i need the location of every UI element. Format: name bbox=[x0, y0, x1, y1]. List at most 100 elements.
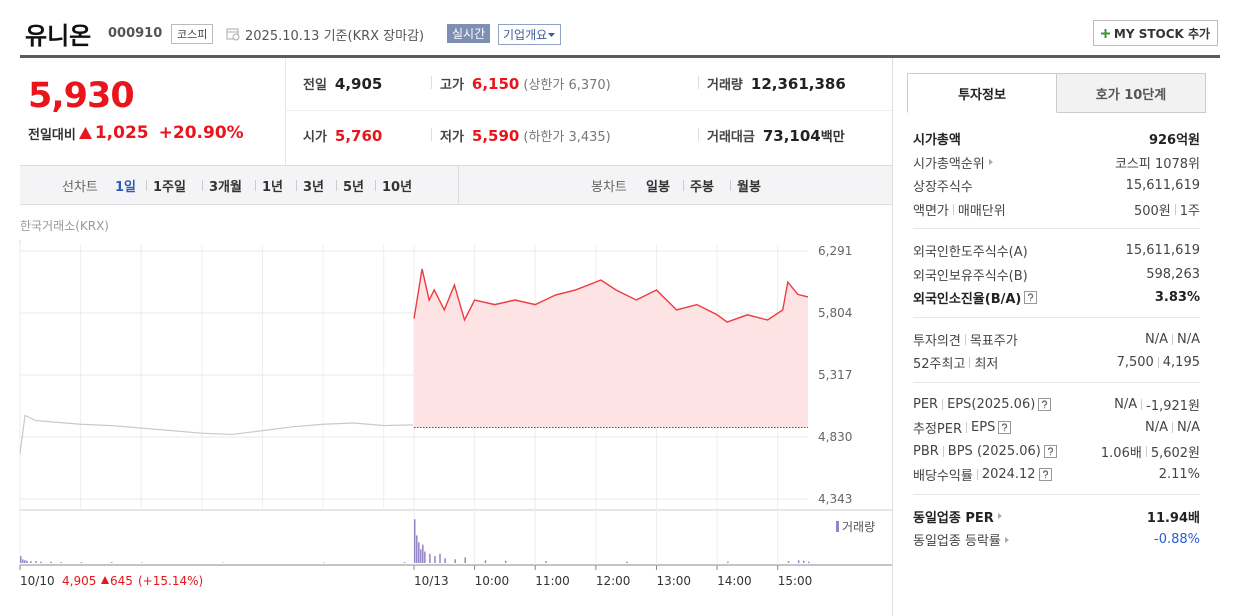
x-tick-label: 14:00 bbox=[717, 574, 752, 588]
info-row: 추정PER EPS N/A N/A bbox=[913, 416, 1200, 440]
info-value: 598,263 bbox=[1146, 267, 1200, 282]
info-value: 15,611,619 bbox=[1126, 243, 1200, 258]
sidebar-tabs: 투자정보 호가 10단계 bbox=[907, 73, 1206, 113]
row-divider bbox=[285, 110, 892, 111]
info-value: N/A -1,921원 bbox=[1114, 395, 1200, 414]
y-tick-label: 5,804 bbox=[818, 306, 852, 320]
value-part: -1,921원 bbox=[1146, 398, 1200, 414]
value-part: N/A bbox=[1145, 331, 1168, 347]
help-icon bbox=[998, 421, 1012, 435]
change-label: 전일대비 bbox=[28, 127, 76, 143]
candle-tab[interactable]: 월봉 bbox=[737, 180, 761, 195]
info-group: PER EPS(2025.06) N/A -1,921원 추정PER EPS N/A N/A P… bbox=[913, 393, 1200, 495]
value-part: 4,195 bbox=[1162, 355, 1200, 371]
period-tab[interactable]: 1년 bbox=[262, 180, 284, 195]
stock-code: 000910 bbox=[108, 26, 163, 41]
mystock-button[interactable]: MY STOCK 추가 bbox=[1093, 20, 1218, 46]
sidebar-tab[interactable]: 투자정보 bbox=[907, 73, 1057, 113]
info-label: 추정PER EPS bbox=[913, 418, 1012, 437]
period-tab[interactable]: 1주일 bbox=[153, 180, 186, 195]
info-value: N/A N/A bbox=[1145, 420, 1200, 435]
volume-bar bbox=[727, 561, 729, 563]
quote-cell: 거래대금 73,104 백만 bbox=[698, 126, 845, 145]
info-label: 52주최고 최저 bbox=[913, 353, 998, 372]
label-separator bbox=[976, 469, 978, 481]
period-tab[interactable]: 1일 bbox=[115, 180, 137, 195]
volume-bar bbox=[787, 561, 790, 563]
help-box bbox=[1024, 291, 1038, 305]
toolbar-divider bbox=[458, 166, 459, 204]
quote-label: 저가 bbox=[440, 130, 464, 145]
quote-value: 5,590 bbox=[471, 127, 520, 145]
x-tick-label: 10/13 bbox=[414, 574, 449, 588]
value-part: N/A bbox=[1145, 420, 1168, 436]
arrow bbox=[997, 513, 1002, 520]
value-separator bbox=[1174, 203, 1176, 215]
left-panel bbox=[20, 58, 893, 616]
info-value: 926억원 bbox=[1149, 129, 1200, 148]
volume-bar bbox=[50, 561, 52, 563]
value-part: N/A bbox=[1177, 331, 1200, 347]
value-part: 15,611,619 bbox=[1125, 243, 1200, 259]
quote-label: 시가 bbox=[303, 130, 327, 145]
sidebar-info: 시가총액 926억원 시가총액순위 코스피 1078위 상장주식수 15,611,619 액… bbox=[907, 127, 1206, 569]
candle-tab[interactable]: 일봉 bbox=[646, 180, 670, 195]
volume-bar bbox=[464, 557, 467, 563]
quote-cell: 고가 6,150 (상한가 6,370) bbox=[431, 74, 611, 93]
label-part: 외국인한도주식수(A) bbox=[913, 245, 1028, 261]
value-part: 1주 bbox=[1179, 203, 1200, 219]
label-part: BPS (2025.06) bbox=[947, 443, 1041, 459]
x-tick-label: 15:00 bbox=[778, 574, 813, 588]
candle-tab[interactable]: 주봉 bbox=[690, 180, 714, 195]
help-icon bbox=[1038, 397, 1052, 411]
label-part: 액면가 bbox=[913, 203, 949, 219]
help-icon bbox=[1043, 444, 1057, 458]
info-row: 외국인소진율(B/A) 3.83% bbox=[913, 286, 1200, 310]
date-line: 2025.10.13 기준(KRX 장마감) bbox=[245, 25, 424, 44]
volume-bar bbox=[808, 561, 810, 563]
value-part: 1.06배 bbox=[1100, 445, 1142, 461]
period-separator bbox=[296, 180, 297, 191]
label-part: 최저 bbox=[974, 357, 999, 373]
up-arrow bbox=[101, 576, 109, 584]
period-tab[interactable]: 3년 bbox=[303, 180, 325, 195]
info-group: 동일업종 PER 11.94배 동일업종 등락률 -0.88% bbox=[913, 505, 1200, 559]
value-part: 15,611,619 bbox=[1125, 178, 1200, 194]
info-row: 동일업종 등락률 -0.88% bbox=[913, 528, 1200, 552]
label-separator bbox=[969, 357, 971, 369]
cell-separator bbox=[431, 128, 432, 141]
change: 1,025 bbox=[94, 123, 149, 143]
quote-note: (하한가 3,435) bbox=[523, 130, 611, 145]
info-row: 동일업종 PER 11.94배 bbox=[913, 505, 1200, 529]
x-tick-label: 11:00 bbox=[535, 574, 570, 588]
plus-icon bbox=[1100, 28, 1110, 38]
overview-button[interactable]: 기업개요 bbox=[498, 24, 562, 45]
cell-separator bbox=[698, 128, 699, 141]
basis: 기준(KRX 장마감) bbox=[323, 29, 425, 44]
info-row: 외국인보유주식수(B) 598,263 bbox=[913, 263, 1200, 287]
volume-bar bbox=[35, 561, 37, 563]
info-value: 500원 1주 bbox=[1134, 200, 1200, 219]
info-group: 시가총액 926억원 시가총액순위 코스피 1078위 상장주식수 15,611,619 액… bbox=[913, 127, 1200, 229]
quote-cell: 거래량 12,361,386 bbox=[698, 74, 846, 93]
period-separator bbox=[336, 180, 337, 191]
period-separator bbox=[255, 180, 256, 191]
info-value: 1.06배 5,602원 bbox=[1101, 442, 1200, 461]
info-value: -0.88% bbox=[1154, 532, 1200, 547]
volume-bar bbox=[80, 562, 83, 563]
label-separator bbox=[966, 422, 968, 434]
period-tab[interactable]: 10년 bbox=[382, 180, 413, 195]
volume-bar bbox=[418, 542, 420, 563]
info-value: 3.83% bbox=[1155, 290, 1200, 305]
prev-rate: (+15.14%) bbox=[138, 574, 203, 588]
volume-bar bbox=[26, 560, 28, 563]
period-tab[interactable]: 3개월 bbox=[209, 180, 242, 195]
realtime-button[interactable]: 실시간 bbox=[447, 24, 491, 43]
value-part: 3.83% bbox=[1154, 290, 1200, 306]
sidebar-tab[interactable]: 호가 10단계 bbox=[1057, 73, 1206, 113]
period-separator bbox=[683, 180, 684, 191]
header-rule bbox=[20, 55, 1220, 58]
period-tab[interactable]: 5년 bbox=[343, 180, 365, 195]
